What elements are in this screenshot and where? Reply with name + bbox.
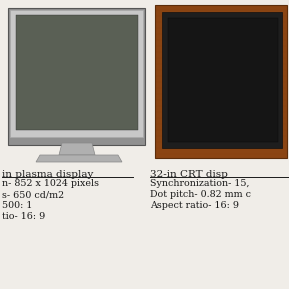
Polygon shape bbox=[155, 5, 287, 158]
Text: 500: 1: 500: 1 bbox=[2, 201, 32, 210]
Text: Synchronization- 15,: Synchronization- 15, bbox=[150, 179, 249, 188]
Text: in plasma display: in plasma display bbox=[2, 170, 93, 179]
Text: Dot pitch- 0.82 mm c: Dot pitch- 0.82 mm c bbox=[150, 190, 251, 199]
Polygon shape bbox=[162, 12, 282, 148]
Text: tio- 16: 9: tio- 16: 9 bbox=[2, 212, 45, 221]
Text: Aspect ratio- 16: 9: Aspect ratio- 16: 9 bbox=[150, 201, 239, 210]
Polygon shape bbox=[36, 155, 122, 162]
Text: s- 650 cd/m2: s- 650 cd/m2 bbox=[2, 190, 64, 199]
Polygon shape bbox=[16, 15, 138, 130]
Text: n- 852 x 1024 pixels: n- 852 x 1024 pixels bbox=[2, 179, 99, 188]
Polygon shape bbox=[59, 143, 95, 155]
Polygon shape bbox=[10, 10, 143, 137]
Polygon shape bbox=[8, 8, 145, 145]
Text: 32-in CRT disp: 32-in CRT disp bbox=[150, 170, 228, 179]
Polygon shape bbox=[168, 18, 278, 142]
